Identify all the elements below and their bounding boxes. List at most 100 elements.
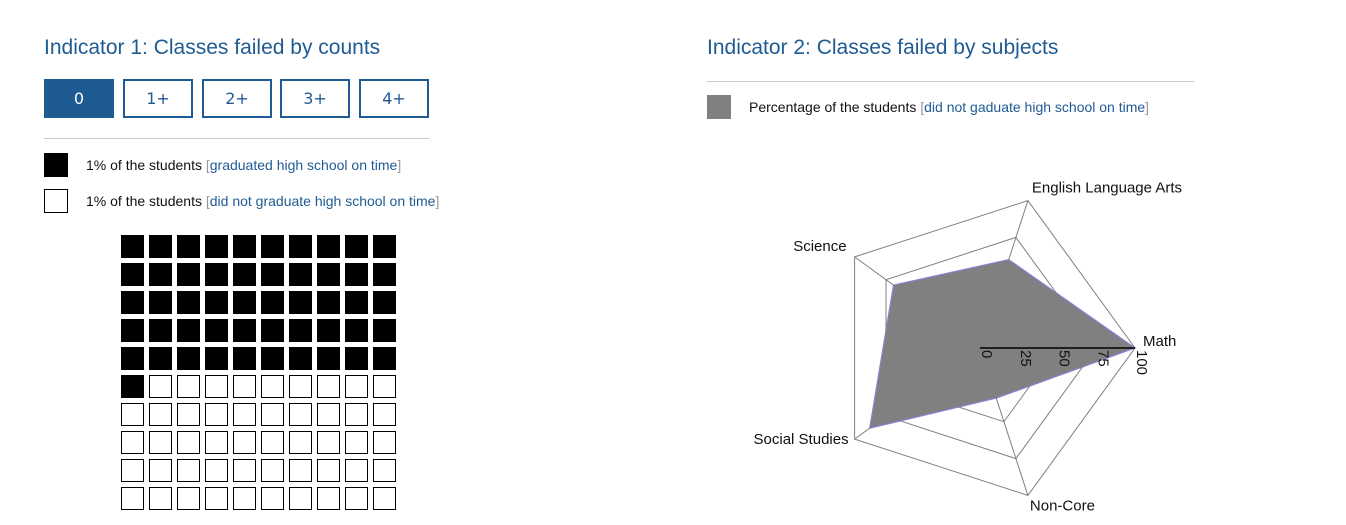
waffle-cell-empty: [373, 431, 396, 454]
waffle-cell-filled: [261, 319, 284, 342]
not-graduated-link[interactable]: did not graduate high school on time: [209, 193, 436, 209]
radar-axis-label: English Language Arts: [1032, 180, 1182, 197]
waffle-cell-filled: [233, 263, 256, 286]
waffle-cell-empty: [261, 431, 284, 454]
waffle-cell-empty: [261, 403, 284, 426]
radar-tick-label: 75: [1094, 350, 1111, 367]
waffle-cell-filled: [121, 319, 144, 342]
radar-tick-label: 100: [1133, 350, 1150, 375]
waffle-cell-filled: [205, 319, 228, 342]
indicator2-title: Indicator 2: Classes failed by subjects: [707, 36, 1059, 59]
waffle-cell-filled: [373, 347, 396, 370]
legend-radar: Percentage of the students [did not gadu…: [707, 95, 1149, 119]
tab-2-plus[interactable]: 2+: [202, 79, 272, 118]
waffle-cell-filled: [373, 263, 396, 286]
waffle-cell-filled: [345, 319, 368, 342]
waffle-cell-empty: [149, 431, 172, 454]
waffle-cell-filled: [261, 235, 284, 258]
waffle-cell-empty: [373, 459, 396, 482]
radar-spoke: [854, 256, 981, 349]
waffle-chart: [121, 235, 401, 515]
waffle-cell-empty: [205, 375, 228, 398]
waffle-cell-filled: [261, 291, 284, 314]
radar-grid-ring: [948, 310, 1020, 386]
waffle-cell-empty: [121, 487, 144, 510]
legend-graduated-text: 1% of the students: [86, 157, 202, 173]
radar-series-area: [868, 258, 1137, 429]
graduated-link[interactable]: graduated high school on time: [209, 157, 398, 173]
tab-3-plus[interactable]: 3+: [280, 79, 350, 118]
waffle-cell-empty: [177, 459, 200, 482]
waffle-cell-filled: [149, 291, 172, 314]
waffle-cell-empty: [121, 403, 144, 426]
legend-graduated: 1% of the students [graduated high schoo…: [44, 153, 401, 177]
radar-axis-label: Math: [1143, 333, 1176, 350]
waffle-cell-empty: [261, 459, 284, 482]
waffle-cell-empty: [317, 403, 340, 426]
tab-0[interactable]: 0: [44, 79, 114, 118]
waffle-cell-empty: [177, 403, 200, 426]
waffle-cell-empty: [345, 375, 368, 398]
waffle-cell-filled: [261, 347, 284, 370]
waffle-cell-filled: [205, 263, 228, 286]
waffle-cell-filled: [233, 347, 256, 370]
waffle-cell-empty: [261, 375, 284, 398]
radar-tick-label: 25: [1017, 350, 1034, 367]
waffle-cell-empty: [149, 487, 172, 510]
radar-grid-ring: [916, 273, 1059, 423]
waffle-cell-empty: [261, 487, 284, 510]
waffle-cell-filled: [177, 347, 200, 370]
waffle-cell-filled: [149, 347, 172, 370]
waffle-cell-filled: [289, 291, 312, 314]
waffle-cell-empty: [149, 459, 172, 482]
waffle-cell-filled: [261, 263, 284, 286]
waffle-cell-filled: [345, 347, 368, 370]
waffle-cell-empty: [373, 403, 396, 426]
radar-legend-link[interactable]: did not gaduate high school on time: [924, 99, 1146, 115]
legend-not-graduated: 1% of the students [did not graduate hig…: [44, 189, 439, 213]
tab-4-plus[interactable]: 4+: [359, 79, 429, 118]
radar-axis-label: Social Studies: [754, 431, 849, 448]
waffle-cell-filled: [205, 235, 228, 258]
waffle-cell-filled: [317, 263, 340, 286]
waffle-cell-filled: [233, 235, 256, 258]
radar-spoke: [854, 347, 981, 440]
waffle-cell-empty: [289, 375, 312, 398]
waffle-cell-empty: [345, 431, 368, 454]
empty-square-icon: [44, 189, 68, 213]
filled-square-icon: [44, 153, 68, 177]
waffle-cell-filled: [373, 235, 396, 258]
waffle-cell-empty: [317, 487, 340, 510]
waffle-cell-empty: [233, 459, 256, 482]
waffle-cell-empty: [149, 403, 172, 426]
radar-axis-label: Science: [793, 238, 846, 255]
waffle-cell-empty: [177, 431, 200, 454]
legend-radar-text: Percentage of the students: [749, 99, 917, 115]
waffle-cell-empty: [317, 459, 340, 482]
waffle-cell-empty: [205, 431, 228, 454]
waffle-cell-filled: [121, 375, 144, 398]
waffle-cell-empty: [289, 403, 312, 426]
waffle-cell-filled: [177, 235, 200, 258]
waffle-cell-filled: [289, 235, 312, 258]
waffle-cell-empty: [121, 431, 144, 454]
waffle-cell-filled: [177, 263, 200, 286]
gray-square-icon: [707, 95, 731, 119]
waffle-cell-filled: [345, 263, 368, 286]
waffle-cell-empty: [233, 375, 256, 398]
waffle-cell-filled: [317, 347, 340, 370]
divider: [707, 81, 1194, 82]
divider: [44, 138, 429, 139]
tab-1-plus[interactable]: 1+: [123, 79, 193, 118]
waffle-cell-filled: [317, 319, 340, 342]
waffle-cell-filled: [121, 347, 144, 370]
waffle-cell-filled: [373, 291, 396, 314]
waffle-cell-filled: [317, 291, 340, 314]
waffle-cell-empty: [317, 375, 340, 398]
waffle-cell-empty: [205, 459, 228, 482]
waffle-cell-filled: [373, 319, 396, 342]
waffle-cell-empty: [373, 487, 396, 510]
waffle-cell-filled: [345, 235, 368, 258]
waffle-cell-empty: [205, 487, 228, 510]
